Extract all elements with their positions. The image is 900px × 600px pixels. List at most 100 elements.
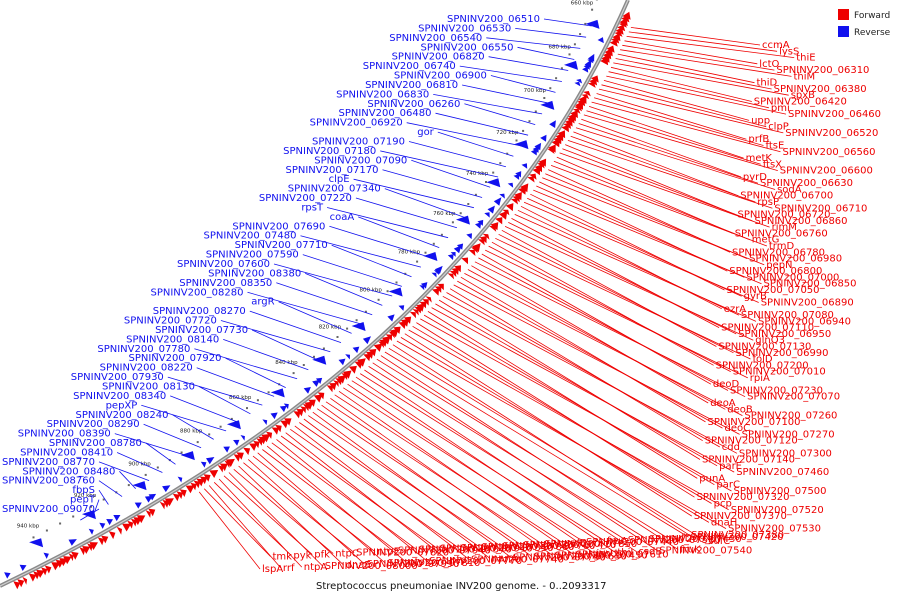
- forward-gene-label: SPNINV200_07700: [502, 541, 595, 552]
- tick-dot: [467, 203, 470, 205]
- reverse-gene-label: SPNINV200_07590: [206, 250, 299, 261]
- forward-leader-line: [276, 439, 428, 562]
- forward-leader-line: [593, 97, 764, 146]
- forward-leader-line: [583, 114, 778, 171]
- forward-gene-label: rimM: [772, 222, 797, 233]
- kbp-tick-label: 760 kbp: [433, 211, 456, 217]
- forward-gene-label: SPNINV200_07470: [523, 540, 616, 551]
- forward-leader-line: [495, 237, 751, 360]
- forward-leader-line: [542, 177, 765, 266]
- reverse-gene-arrow: [456, 243, 464, 250]
- forward-gene-arrow: [482, 233, 490, 240]
- forward-leader-line: [431, 307, 735, 473]
- forward-gene-arrow: [393, 326, 401, 334]
- reverse-leader-line: [94, 499, 100, 513]
- forward-gene-arrow: [122, 523, 132, 532]
- forward-gene-label: SPNINV200_07570: [419, 545, 512, 556]
- forward-gene-label: SPNINV200_07850: [544, 539, 637, 550]
- forward-gene-label: parC: [716, 480, 740, 491]
- tick-dot: [45, 529, 48, 532]
- tick-dot: [515, 139, 518, 142]
- forward-gene-label: sufD: [670, 533, 693, 544]
- forward-leader-line: [498, 233, 734, 354]
- kbp-tick-label: 740 kbp: [466, 171, 489, 177]
- tick-dot: [404, 272, 407, 275]
- kbp-tick-label: 940 kbp: [17, 524, 40, 530]
- reverse-leader-line: [167, 376, 263, 406]
- reverse-gene-label: SPNINV200_08390: [18, 429, 111, 440]
- forward-gene-arrow: [233, 454, 241, 462]
- reverse-leader-line: [251, 329, 320, 362]
- forward-gene-label: SPNINV200_07910: [440, 544, 533, 555]
- forward-leader-line: [438, 299, 701, 460]
- reverse-gene-label: SPNINV200_08340: [73, 391, 166, 402]
- forward-gene-arrow: [449, 270, 457, 277]
- forward-gene-arrow: [36, 569, 45, 578]
- forward-gene-label: SPNINV200_07000: [746, 272, 839, 283]
- forward-gene-arrow: [68, 553, 74, 562]
- forward-leader-line: [514, 214, 757, 322]
- tick-dot: [196, 441, 199, 444]
- reverse-gene-label: SPNINV200_08410: [20, 448, 113, 459]
- forward-gene-label: sufC: [708, 536, 730, 547]
- forward-gene-label: thiM: [794, 71, 816, 82]
- forward-gene-label: deoC: [725, 423, 751, 434]
- reverse-leader-line: [170, 395, 239, 423]
- reverse-gene-arrow: [283, 403, 289, 410]
- reverse-leader-line: [247, 291, 363, 325]
- reverse-leader-line: [302, 254, 403, 287]
- forward-gene-label: prfB: [748, 134, 769, 145]
- reverse-gene-arrow: [587, 53, 595, 62]
- forward-gene-arrow: [17, 579, 25, 588]
- reverse-gene-cluster: [455, 215, 470, 225]
- forward-gene-arrow: [342, 370, 352, 379]
- forward-gene-label: gyrB: [744, 291, 767, 302]
- forward-leader-line: [471, 265, 709, 404]
- forward-leader-line: [610, 66, 752, 102]
- reverse-gene-arrow: [240, 435, 245, 441]
- reverse-gene-label: SPNINV200_06540: [389, 33, 482, 44]
- reverse-leader-line: [194, 348, 298, 380]
- forward-gene-arrow: [548, 144, 556, 153]
- forward-leader-line: [303, 418, 491, 559]
- reverse-gene-arrow: [4, 572, 11, 579]
- reverse-leader-line: [305, 273, 383, 306]
- reverse-gene-arrow: [450, 252, 456, 257]
- reverse-gene-label: SPNINV200_08350: [179, 278, 272, 289]
- forward-leader-line: [488, 245, 731, 372]
- forward-gene-label: SPNINV200_07860: [482, 542, 575, 553]
- kbp-tick-label: 840 kbp: [275, 360, 298, 366]
- reverse-gene-label: SPNINV200_07780: [97, 344, 190, 355]
- reverse-gene-label: SPNINV200_06480: [338, 108, 431, 119]
- reverse-gene-arrow: [582, 66, 589, 73]
- reverse-leader-line: [98, 489, 109, 505]
- forward-gene-arrow: [172, 493, 180, 502]
- forward-leader-line: [620, 49, 792, 77]
- reverse-gene-cluster: [351, 322, 366, 332]
- forward-gene-label: thiE: [796, 53, 815, 64]
- forward-gene-arrow: [461, 257, 468, 265]
- reverse-gene-label: SPNINV200_07180: [283, 146, 376, 157]
- reverse-gene-label: SPNINV200_08760: [2, 476, 95, 487]
- reverse-leader-line: [80, 508, 100, 521]
- reverse-gene-label: SPNINV200_08240: [75, 410, 168, 421]
- forward-leader-line: [233, 468, 334, 554]
- forward-gene-label: SPNINV200_07740: [471, 554, 564, 565]
- forward-gene-label: pcp: [714, 499, 732, 510]
- forward-leader-line: [464, 273, 743, 416]
- forward-gene-arrow: [275, 424, 282, 433]
- reverse-gene-arrow: [507, 182, 514, 188]
- forward-leader-line: [573, 131, 739, 197]
- tick-dot: [302, 364, 305, 366]
- forward-gene-label: fruA: [607, 536, 628, 547]
- forward-gene-arrow: [253, 440, 260, 449]
- reverse-gene-arrow: [475, 222, 482, 229]
- tick-dot: [499, 162, 502, 165]
- forward-leader-line: [559, 152, 770, 228]
- forward-leader-line: [213, 482, 292, 556]
- forward-gene-arrow: [280, 420, 289, 429]
- reverse-leader-line: [172, 414, 214, 440]
- forward-leader-line: [388, 347, 707, 542]
- forward-gene-arrow: [300, 406, 306, 414]
